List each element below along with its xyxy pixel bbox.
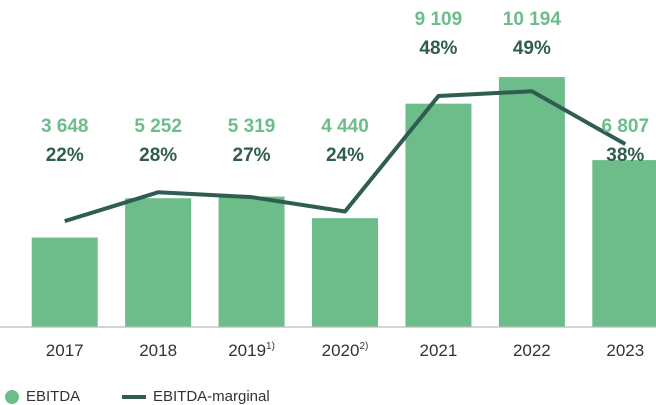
x-tick-label: 2021 xyxy=(420,341,458,360)
margin-label: 22% xyxy=(46,145,84,166)
value-label: 4 440 xyxy=(321,116,369,137)
value-label: 10 194 xyxy=(503,9,562,30)
x-tick-label: 2022 xyxy=(513,341,551,360)
x-tick-label: 20202) xyxy=(322,341,369,361)
value-label: 5 252 xyxy=(134,116,182,137)
x-tick-label: 2017 xyxy=(46,341,84,360)
x-tick-footnote: 1) xyxy=(266,341,275,352)
margin-label: 48% xyxy=(419,38,457,59)
bar xyxy=(125,198,192,327)
x-tick-footnote: 2) xyxy=(359,341,368,352)
margin-label: 49% xyxy=(513,38,551,59)
legend-swatch xyxy=(5,390,19,404)
bar xyxy=(312,218,378,327)
bar xyxy=(498,77,565,327)
margin-label: 24% xyxy=(326,145,364,166)
value-label: 9 109 xyxy=(415,9,463,30)
x-tick-text: 2021 xyxy=(420,341,458,360)
x-tick-text: 2018 xyxy=(139,341,177,360)
margin-label: 27% xyxy=(233,145,271,166)
x-tick-text: 2017 xyxy=(46,341,84,360)
bar xyxy=(31,237,98,327)
value-label: 3 648 xyxy=(41,116,89,137)
x-tick-label: 2018 xyxy=(139,341,177,360)
x-tick-text: 2020 xyxy=(322,341,360,360)
x-tick-text: 2019 xyxy=(228,341,266,360)
x-tick-label: 20191) xyxy=(228,341,275,361)
bar xyxy=(405,103,472,327)
legend-label: EBITDA-marginal xyxy=(153,388,270,405)
x-tick-text: 2023 xyxy=(606,341,644,360)
bar xyxy=(218,196,285,327)
legend-label: EBITDA xyxy=(26,388,80,405)
margin-line xyxy=(64,89,627,224)
bar xyxy=(592,160,656,327)
margin-label: 38% xyxy=(606,145,644,166)
value-label: 5 319 xyxy=(228,116,276,137)
value-label: 6 807 xyxy=(602,116,650,137)
margin-label: 28% xyxy=(139,145,177,166)
x-tick-label: 2023 xyxy=(606,341,644,360)
x-tick-text: 2022 xyxy=(513,341,551,360)
